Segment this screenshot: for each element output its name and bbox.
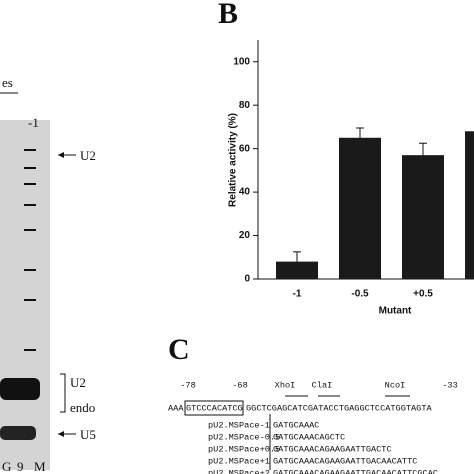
arrow-head xyxy=(58,431,64,437)
bar xyxy=(276,261,318,279)
gel-band xyxy=(0,426,36,440)
y-tick-label: 20 xyxy=(239,230,251,241)
gel-label: U5 xyxy=(80,427,96,442)
mutant-seq: GATGCAAACAGAAGAATTGACTC xyxy=(273,444,392,454)
gel-band xyxy=(0,378,40,400)
ladder xyxy=(24,149,36,351)
y-tick-label: 100 xyxy=(233,56,250,67)
y-tick-label: 0 xyxy=(244,274,250,285)
panel-label: C xyxy=(168,333,190,366)
gel-label: U2 xyxy=(80,148,96,163)
plot: 0 20 40 60 80 100 -1 -0.5 +0.5 xyxy=(233,40,474,300)
mutant-name: pU2.MSPace-1 xyxy=(208,420,270,430)
mutant-name: pU2.MSPace+1 xyxy=(208,456,270,466)
gel-label: endo xyxy=(70,400,95,415)
position-label: -68 xyxy=(232,380,247,390)
mutant-seq: GATGCAAACAGAAGAATTGACAACATTCGCAC xyxy=(273,468,438,474)
y-tick-label: 40 xyxy=(239,187,251,198)
mutant-name: pU2.MSPace-0.5 xyxy=(208,432,280,442)
mutant-seq: GATGCAAACAGAAGAATTGACAACATTC xyxy=(273,456,417,466)
bar xyxy=(339,137,381,279)
y-axis-label: Relative activity (%) xyxy=(228,113,239,207)
lane-label: 9 xyxy=(17,459,24,474)
y-tick-label: 60 xyxy=(239,143,251,154)
error-bar xyxy=(419,142,427,156)
mutant-seq: GATGCAAAC xyxy=(273,420,319,430)
y-tick-label: 80 xyxy=(239,100,251,111)
position-label: -78 xyxy=(180,380,195,390)
error-bar xyxy=(293,251,301,262)
sequence-text: GGCTCGAGCATCGATACCTGAGGCTCCATGGTAGTA xyxy=(246,403,432,413)
box xyxy=(184,400,244,416)
position-label: -33 xyxy=(442,380,457,390)
mutant-seq: GATGCAAACAGCTC xyxy=(273,432,345,442)
gel-label: U2 xyxy=(70,375,86,390)
position-label: XhoI xyxy=(275,380,296,390)
position-label: ClaI xyxy=(312,380,333,390)
bar xyxy=(402,155,444,279)
mutant-name: pU2.MSPace+0.5 xyxy=(208,444,280,454)
mutant-name: pU2.MSPace+2 xyxy=(208,468,270,474)
lane-label: M xyxy=(34,459,46,474)
x-axis-label: Mutant xyxy=(379,306,412,317)
gel-header: es xyxy=(2,75,13,90)
gel xyxy=(0,120,50,470)
error-bar xyxy=(356,127,364,138)
x-tick-label: -1 xyxy=(293,289,302,300)
bar xyxy=(465,131,474,279)
sequence-text: GTCCCACATCG xyxy=(186,403,243,413)
sequence-text: AAA xyxy=(168,403,184,413)
panel-label: B xyxy=(218,0,238,30)
lane-label: G xyxy=(2,459,11,474)
bracket xyxy=(60,373,66,413)
position-label: NcoI xyxy=(385,380,406,390)
x-tick-label: -0.5 xyxy=(351,289,369,300)
arrow-head xyxy=(58,152,64,158)
x-tick-label: +0.5 xyxy=(413,289,433,300)
sequence: -78 -68 XhoI ClaI NcoI -33 AAA GTCCCACATCG GGCTC… xyxy=(168,380,458,474)
lane-label: -1 xyxy=(28,115,39,130)
